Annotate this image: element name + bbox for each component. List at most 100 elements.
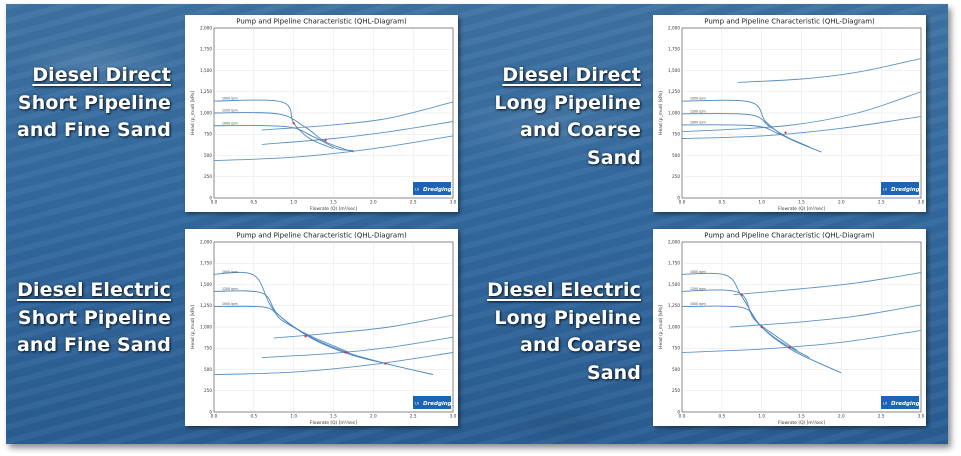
- x-tick-label: 3.0: [450, 414, 457, 419]
- y-tick-label: 0: [677, 195, 680, 200]
- plot-frame: [681, 27, 922, 199]
- logo-text: Dredging: [423, 187, 452, 193]
- caption-diesel-electric-short: Diesel Electric Short Pipeline and Fine …: [10, 277, 171, 360]
- y-tick-label: 2,000: [668, 25, 680, 30]
- rpm-label: 1000 rpm: [690, 120, 706, 124]
- y-tick-label: 1,250: [200, 89, 212, 94]
- y-tick-label: 1,750: [668, 261, 680, 266]
- logo-box: [413, 182, 451, 195]
- pipeline-curve-1: [213, 352, 454, 376]
- chart-svg: Pump and Pipeline Characteristic (QHL-Di…: [658, 232, 925, 427]
- dredging-logo: LX Dredging: [413, 396, 452, 409]
- pipeline-curve-3: [273, 314, 454, 339]
- y-tick-label: 500: [672, 367, 680, 372]
- chart-diesel-direct-short: Pump and Pipeline Characteristic (QHL-Di…: [185, 15, 458, 212]
- y-tick-label: 0: [677, 409, 680, 414]
- x-tick-label: 1.0: [290, 200, 297, 205]
- x-tick-label: 1.5: [330, 414, 337, 419]
- x-tick-label: 1.5: [330, 200, 337, 205]
- operating-point: [304, 335, 307, 338]
- logo-text: Dredging: [891, 187, 920, 193]
- x-tick-label: 1.0: [758, 200, 765, 205]
- chart-svg: Pump and Pipeline Characteristic (QHL-Di…: [658, 18, 925, 213]
- x-axis-label: Flowrate (Q) [m³/sec]: [310, 420, 357, 426]
- pipeline-curve-2: [681, 91, 922, 133]
- rpm-label: 1000 rpm: [222, 97, 238, 101]
- y-tick-label: 1,750: [200, 47, 212, 52]
- y-tick-label: 1,500: [668, 282, 680, 287]
- pipeline-curve-1: [681, 329, 922, 353]
- logo-box: [881, 396, 919, 409]
- caption-diesel-electric-long: Diesel Electric Long Pipeline and Coarse…: [480, 277, 641, 387]
- caption-diesel-direct-short: Diesel Direct Short Pipeline and Fine Sa…: [16, 62, 171, 145]
- caption-line: Sand: [586, 361, 641, 384]
- y-tick-label: 1,500: [200, 282, 212, 287]
- operating-point: [292, 122, 295, 125]
- x-tick-label: 2.0: [838, 414, 845, 419]
- y-tick-label: 1,500: [200, 68, 212, 73]
- logo-prefix: LX: [883, 402, 888, 406]
- x-tick-label: 0.0: [211, 200, 218, 205]
- pipeline-curve-2: [261, 336, 454, 359]
- x-tick-label: 0.0: [679, 414, 686, 419]
- y-tick-label: 250: [672, 388, 680, 393]
- caption-line: Diesel Direct: [32, 64, 171, 86]
- x-tick-label: 2.5: [410, 414, 417, 419]
- rpm-label: 1200 rpm: [222, 109, 238, 113]
- chart-diesel-electric-long: Pump and Pipeline Characteristic (QHL-Di…: [653, 229, 926, 426]
- y-tick-label: 1,000: [200, 324, 212, 329]
- x-tick-label: 3.0: [450, 200, 457, 205]
- pump-curve-2: [213, 112, 354, 153]
- y-tick-label: 1,250: [200, 303, 212, 308]
- y-tick-label: 250: [204, 174, 212, 179]
- operating-point: [784, 131, 787, 134]
- logo-text: Dredging: [891, 401, 920, 407]
- caption-line: and Coarse: [520, 334, 641, 356]
- caption-line: Sand: [586, 146, 641, 169]
- pump-curve-3: [213, 125, 354, 151]
- pipeline-curve-3: [737, 58, 922, 83]
- x-tick-label: 0.5: [718, 200, 725, 205]
- y-axis-label: Head (p_mud) [kPa]: [190, 305, 196, 349]
- pump-curve-2: [681, 289, 810, 358]
- rpm-label: 1000 rpm: [222, 302, 238, 306]
- y-tick-label: 2,000: [200, 25, 212, 30]
- y-tick-label: 0: [209, 409, 212, 414]
- x-tick-label: 0.5: [250, 414, 257, 419]
- caption-line: Long Pipeline: [494, 91, 641, 114]
- logo-prefix: LX: [415, 188, 420, 192]
- pump-curve-2: [213, 290, 390, 365]
- x-axis-label: Flowrate (Q) [m³/sec]: [778, 420, 825, 426]
- rpm-label: 1000 rpm: [690, 302, 706, 306]
- caption-line: Diesel Electric: [487, 279, 641, 301]
- caption-line: Diesel Direct: [502, 64, 641, 86]
- x-tick-label: 2.0: [838, 200, 845, 205]
- caption-line: Short Pipeline: [17, 306, 171, 329]
- y-tick-label: 2,000: [668, 239, 680, 244]
- rpm-label: 1000 rpm: [222, 270, 238, 274]
- caption-line: and Fine Sand: [16, 119, 171, 141]
- y-tick-label: 1,000: [668, 324, 680, 329]
- x-tick-label: 2.5: [410, 200, 417, 205]
- rpm-label: 1000 rpm: [690, 97, 706, 101]
- caption-line: and Coarse: [520, 119, 641, 141]
- caption-line: and Fine Sand: [16, 334, 171, 356]
- y-axis-label: Head (p_mud) [kPa]: [658, 305, 664, 349]
- rpm-label: 1200 rpm: [690, 109, 706, 113]
- x-tick-label: 2.5: [878, 200, 885, 205]
- operating-point: [760, 325, 763, 329]
- y-tick-label: 1,750: [200, 261, 212, 266]
- chart-title: Pump and Pipeline Characteristic (QHL-Di…: [704, 232, 875, 240]
- logo-text: Dredging: [423, 401, 452, 407]
- x-tick-label: 2.5: [878, 414, 885, 419]
- x-tick-label: 1.0: [290, 414, 297, 419]
- x-tick-label: 0.5: [250, 200, 257, 205]
- x-tick-label: 2.0: [370, 414, 377, 419]
- y-tick-label: 250: [204, 388, 212, 393]
- rpm-label: 1000 rpm: [690, 270, 706, 274]
- x-tick-label: 1.0: [758, 414, 765, 419]
- x-tick-label: 3.0: [918, 414, 925, 419]
- logo-prefix: LX: [415, 402, 420, 406]
- caption-diesel-direct-long: Diesel Direct Long Pipeline and Coarse S…: [486, 62, 641, 172]
- y-tick-label: 750: [672, 132, 680, 137]
